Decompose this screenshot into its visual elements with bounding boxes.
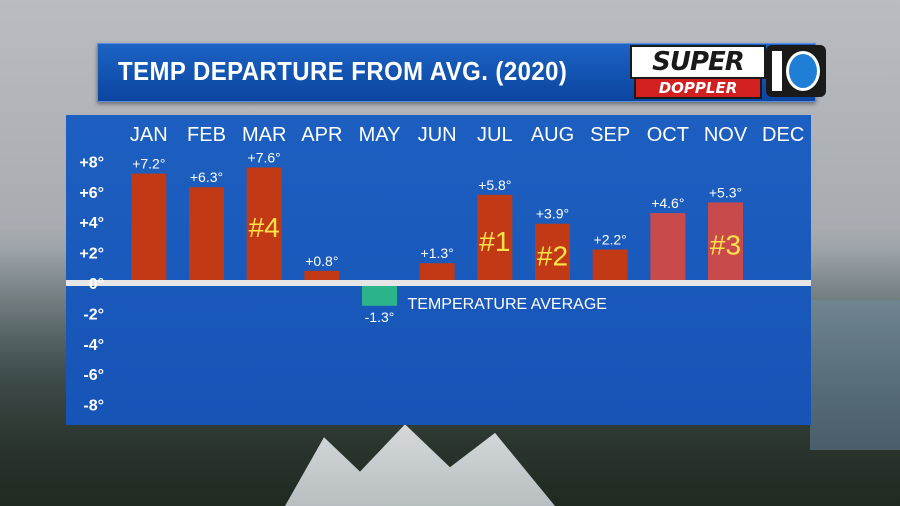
month-label: MAY	[359, 124, 401, 146]
bar	[535, 223, 570, 280]
y-tick-label: -6°	[83, 367, 104, 384]
rank-label: #2	[537, 240, 568, 271]
y-tick-label: 0°	[89, 276, 104, 293]
rank-label: #3	[710, 230, 741, 261]
y-tick-label: +4°	[79, 215, 104, 232]
rank-label: #1	[479, 226, 510, 257]
chart-svg: +8° +6° +4° +2° 0° -2° -4° -6° -8° JAN FEB MAR APR MA…	[66, 124, 811, 415]
bar	[592, 249, 628, 280]
logo-doppler-text: DOPPLER	[634, 77, 762, 99]
month-label: AUG	[531, 124, 574, 146]
month-label: JUL	[477, 124, 513, 146]
y-tick-label: -2°	[83, 306, 104, 323]
month-label: JAN	[130, 124, 168, 146]
y-tick-label: -4°	[83, 337, 104, 354]
bar	[304, 270, 340, 280]
y-tick-label: -8°	[83, 398, 104, 415]
station-logo: SUPER DOPPLER	[630, 45, 826, 99]
bar	[362, 286, 397, 306]
bar	[189, 187, 224, 280]
month-label: OCT	[647, 124, 689, 146]
y-tick-label: +6°	[79, 185, 104, 202]
y-tick-label: +2°	[79, 246, 104, 263]
data-label: +5.8°	[478, 177, 511, 193]
month-label: DEC	[762, 124, 804, 146]
bar	[131, 173, 167, 280]
data-label: +2.2°	[594, 232, 627, 248]
data-label: +0.8°	[305, 253, 338, 269]
background-water	[810, 300, 900, 450]
data-label: +7.6°	[248, 149, 281, 165]
month-label: MAR	[242, 124, 286, 146]
y-tick-label: +8°	[79, 154, 104, 171]
logo-one-glyph	[772, 51, 782, 91]
chart-title: TEMP DEPARTURE FROM AVG. (2020)	[118, 56, 568, 86]
rank-label: #4	[249, 212, 280, 243]
data-label: +5.3°	[709, 184, 742, 200]
chart-panel: +8° +6° +4° +2° 0° -2° -4° -6° -8° JAN FEB MAR APR MA…	[66, 115, 811, 425]
data-label: +1.3°	[421, 245, 454, 261]
data-label: +4.6°	[651, 195, 684, 211]
zero-line-label: TEMPERATURE AVERAGE	[408, 296, 607, 313]
bar	[650, 213, 686, 280]
data-label: +3.9°	[536, 206, 569, 222]
logo-ten-badge	[766, 45, 826, 97]
data-label: +6.3°	[190, 169, 223, 185]
month-label: SEP	[590, 124, 630, 146]
bar	[708, 202, 743, 280]
bar	[419, 263, 455, 280]
month-label: FEB	[187, 124, 226, 146]
month-label: JUN	[418, 124, 457, 146]
logo-wave-icon	[786, 51, 820, 91]
zero-line	[66, 280, 811, 286]
bar	[477, 194, 513, 280]
month-label: APR	[301, 124, 342, 146]
logo-super-text: SUPER	[630, 45, 766, 79]
data-label: -1.3°	[365, 309, 395, 325]
month-label: NOV	[704, 124, 748, 146]
data-label: +7.2°	[132, 156, 165, 172]
bar	[246, 167, 282, 280]
